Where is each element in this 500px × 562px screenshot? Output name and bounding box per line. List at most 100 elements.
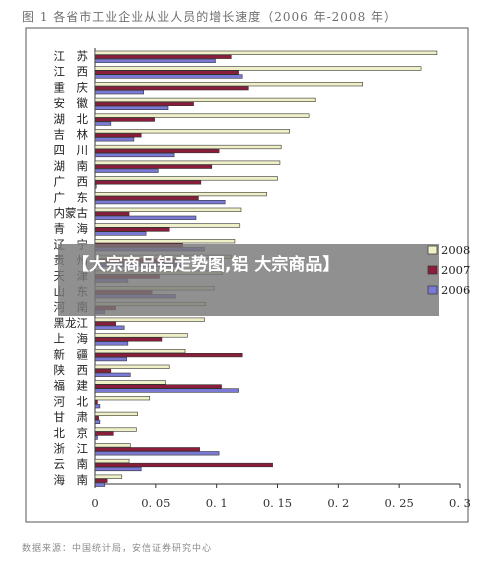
bar-2008-10 — [94, 207, 242, 212]
bar-2008-12 — [94, 239, 236, 244]
category-label: 四 川 — [54, 143, 89, 157]
bar-2006-5 — [94, 137, 135, 142]
legend-label-2006: 2006 — [441, 283, 470, 297]
bar-2007-8 — [94, 180, 202, 185]
bar-2006-11 — [94, 231, 147, 236]
bar-2006-22 — [94, 404, 101, 409]
category-label: 新 疆 — [54, 347, 89, 361]
bar-2006-4 — [94, 121, 112, 126]
bar-2007-6 — [94, 148, 220, 154]
bar-2007-4 — [94, 117, 155, 122]
x-tick-label: 0. 2 — [327, 496, 349, 510]
bar-2006-9 — [94, 200, 226, 205]
bar-2008-20 — [94, 364, 170, 369]
legend-swatch-2006 — [427, 285, 438, 295]
bar-2006-23 — [94, 419, 101, 425]
bar-2008-9 — [94, 192, 267, 197]
bar-2006-10 — [94, 215, 197, 220]
bar-2006-18 — [94, 341, 129, 346]
bar-2008-22 — [94, 396, 151, 401]
bar-2006-19 — [94, 356, 127, 362]
bar-2006-26 — [94, 466, 142, 472]
bar-2006-25 — [94, 451, 220, 456]
bar-2008-1 — [94, 66, 422, 71]
legend-label-2008: 2008 — [441, 243, 470, 257]
category-label: 吉 林 — [54, 128, 89, 142]
bar-2007-17 — [94, 321, 116, 326]
category-label: 陕 西 — [54, 363, 89, 377]
category-label: 黑龙江 — [54, 316, 89, 330]
category-label: 上 海 — [54, 332, 89, 346]
bar-2008-17 — [94, 317, 205, 322]
bar-2008-21 — [94, 380, 166, 385]
bar-2007-25 — [94, 447, 200, 452]
category-label: 福 建 — [54, 379, 89, 393]
category-label: 湖 南 — [54, 159, 89, 173]
category-label: 广 东 — [54, 190, 89, 204]
bar-2006-27 — [94, 482, 106, 487]
bar-2006-7 — [94, 168, 159, 173]
bar-2007-7 — [94, 164, 213, 169]
bar-2008-7 — [94, 160, 281, 165]
overlay-banner[interactable]: 【大宗商品铝走势图,铝 大宗商品】 — [58, 244, 439, 316]
bar-2006-20 — [94, 372, 131, 377]
bar-2007-24 — [94, 431, 114, 436]
bar-2007-9 — [94, 196, 199, 201]
category-label: 甘 肃 — [54, 410, 89, 424]
category-label: 湖 北 — [54, 112, 89, 126]
legend-swatch-2008 — [427, 245, 438, 255]
bar-2007-19 — [94, 352, 243, 358]
category-label: 内蒙古 — [54, 206, 89, 220]
bar-2007-23 — [94, 415, 99, 421]
bar-2008-0 — [94, 50, 438, 55]
bar-2008-11 — [94, 223, 241, 228]
x-tick-label: 0 — [91, 496, 98, 510]
bar-2007-20 — [94, 368, 112, 373]
bar-2007-3 — [94, 101, 194, 106]
bar-2008-6 — [94, 144, 282, 150]
bar-2008-4 — [94, 113, 310, 118]
bar-2007-5 — [94, 133, 142, 138]
banner-text[interactable]: 【大宗商品铝走势图,铝 大宗商品】 — [72, 255, 340, 275]
bar-2006-2 — [94, 90, 144, 95]
x-tick-label: 0. 25 — [385, 496, 414, 510]
category-label: 海 南 — [54, 473, 89, 487]
bar-2008-3 — [94, 97, 316, 102]
bar-2008-18 — [94, 333, 188, 338]
bar-2007-10 — [94, 211, 130, 216]
bar-2006-1 — [94, 74, 243, 79]
category-label: 浙 江 — [54, 442, 89, 456]
bar-2007-0 — [94, 54, 232, 59]
category-label: 安 徽 — [54, 96, 89, 110]
x-tick-label: 0. 05 — [141, 496, 170, 510]
x-tick-label: 0. 15 — [263, 496, 292, 510]
category-label: 重 庆 — [54, 80, 89, 94]
bar-2007-11 — [94, 227, 170, 232]
bar-2008-8 — [94, 176, 278, 181]
bar-2008-5 — [94, 129, 290, 134]
bar-2008-23 — [94, 411, 138, 417]
bar-2007-1 — [94, 70, 239, 75]
legend-swatch-2007 — [427, 265, 438, 275]
bar-2007-26 — [94, 462, 273, 468]
bar-2006-0 — [94, 58, 216, 63]
bar-2006-24 — [94, 435, 98, 440]
chart-title: 图 1 各省市工业企业从业人员的增长速度（2006 年-2008 年） — [22, 10, 398, 24]
category-label: 江 西 — [54, 65, 89, 79]
legend: 2008 2007 2006 — [427, 243, 470, 297]
legend-label-2007: 2007 — [441, 263, 470, 277]
bar-2007-18 — [94, 337, 163, 342]
category-label: 青 海 — [54, 222, 89, 236]
category-label: 广 西 — [54, 175, 89, 189]
category-label: 北 京 — [54, 426, 89, 440]
bar-2007-2 — [94, 86, 249, 91]
bar-2008-24 — [94, 427, 137, 432]
x-tick-label: 0. 3 — [449, 496, 471, 510]
category-label: 河 北 — [54, 394, 89, 408]
bar-2008-26 — [94, 458, 130, 464]
bar-2006-21 — [94, 388, 239, 393]
bar-2006-6 — [94, 152, 175, 158]
bar-2008-27 — [94, 474, 123, 479]
bar-2008-2 — [94, 82, 363, 87]
bar-2006-8 — [94, 184, 97, 189]
